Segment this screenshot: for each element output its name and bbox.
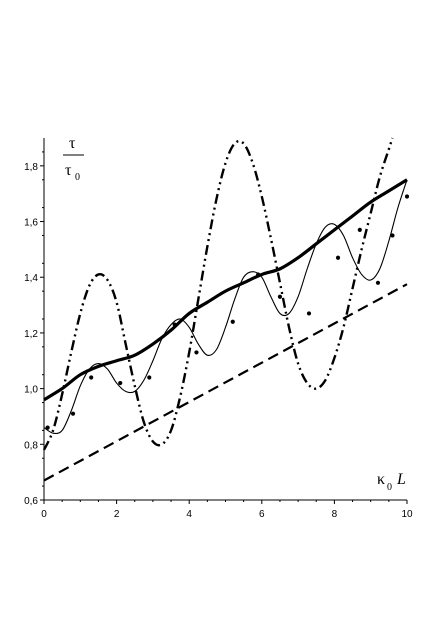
series-line-dashed (43, 283, 408, 482)
data-points (45, 194, 410, 430)
data-point (390, 233, 395, 238)
data-point (277, 294, 283, 299)
axes (43, 138, 407, 501)
xlabel-symbol: κ (377, 471, 385, 488)
data-point (375, 280, 381, 285)
x-tick-label: 6 (259, 509, 265, 520)
xlabel-tail: L (396, 471, 406, 488)
x-tick-label: 4 (186, 509, 192, 520)
series-line-thin-solid (43, 179, 408, 435)
x-tick-label: 0 (41, 509, 47, 520)
data-point (147, 375, 152, 380)
xlabel-subscript: 0 (387, 482, 392, 493)
x-tick-label: 8 (332, 509, 338, 520)
data-point (118, 380, 123, 386)
data-point (335, 255, 341, 260)
x-tick-label: 2 (114, 509, 120, 520)
y-tick-label: 1,0 (24, 385, 38, 396)
x-axis-label: κ 0 L (377, 471, 406, 493)
series-line-thick-solid (43, 178, 408, 402)
data-point (357, 227, 362, 232)
data-point (256, 272, 261, 277)
series-line-dash-dot-dot (42, 137, 394, 451)
data-point (45, 425, 50, 430)
data-point (306, 311, 312, 316)
y-tick-label: 1,2 (24, 329, 38, 340)
ylabel-denominator: τ (65, 162, 72, 179)
plot-lines (42, 137, 408, 482)
data-point (172, 322, 177, 327)
data-point (230, 319, 235, 324)
data-point (194, 350, 199, 355)
y-tick-label: 1,4 (24, 273, 38, 284)
y-tick-label: 1,8 (24, 162, 38, 173)
y-tick-label: 0,8 (24, 440, 38, 451)
ylabel-numerator: τ (69, 135, 76, 152)
ticks: 0 2 4 6 8 10 0,6 0,8 1,0 1,2 1,4 1,6 1,8 (24, 151, 413, 520)
data-point (89, 375, 94, 380)
ylabel-denominator-subscript: 0 (75, 172, 80, 183)
y-tick-label: 1,6 (24, 218, 38, 229)
data-point (70, 411, 76, 416)
data-point (404, 194, 410, 199)
x-tick-label: 10 (401, 509, 413, 520)
y-axis-label: τ τ 0 (63, 135, 84, 183)
y-tick-label: 0,6 (24, 496, 38, 507)
